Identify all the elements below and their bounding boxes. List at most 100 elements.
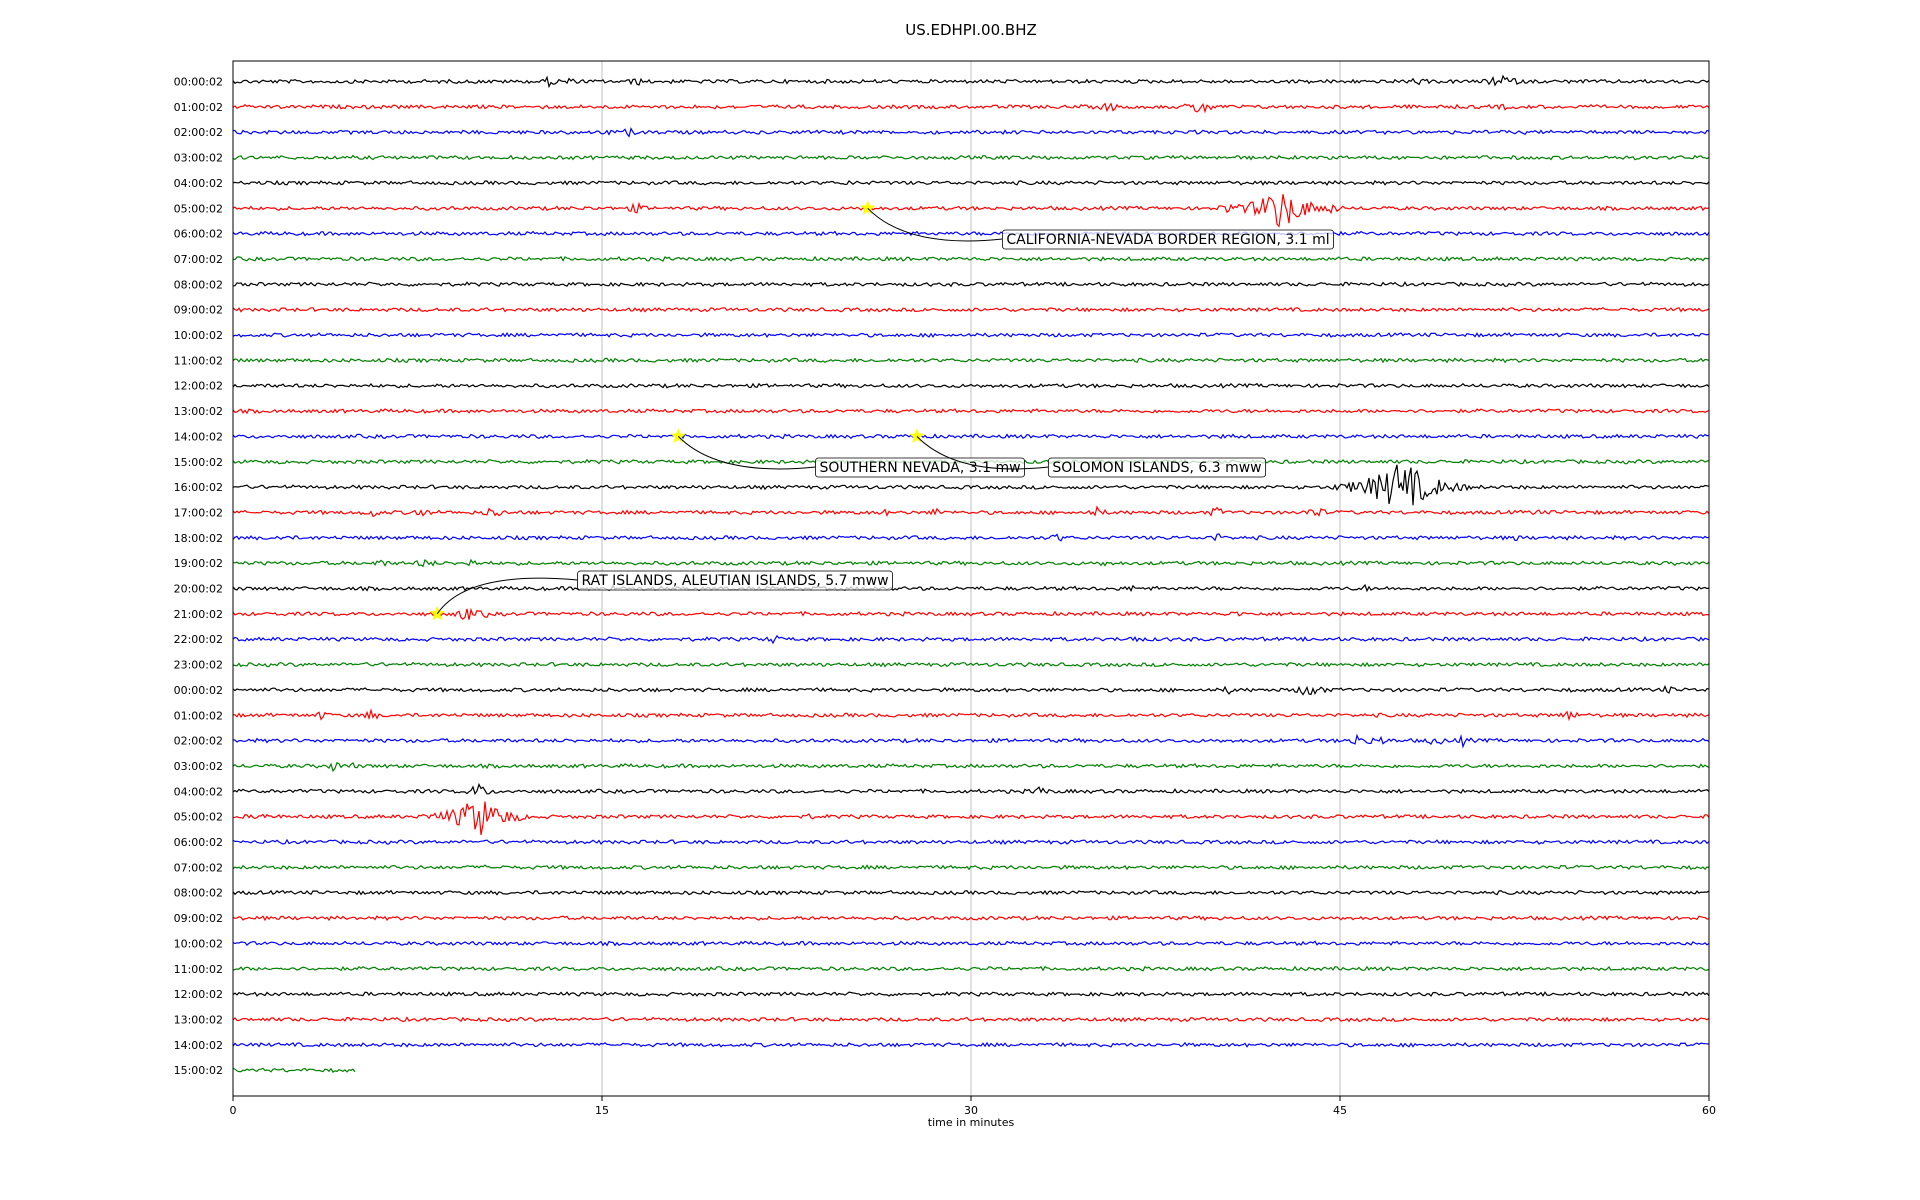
- trace-row: [232, 102, 1710, 114]
- hour-label: 04:00:02: [174, 177, 223, 190]
- event-star-marker: [859, 200, 876, 215]
- trace-row: [232, 331, 1710, 339]
- trace-row: [232, 661, 1710, 668]
- event-annotation: CALIFORNIA-NEVADA BORDER REGION, 3.1 ml: [1001, 229, 1335, 250]
- trace-row: [232, 991, 1710, 998]
- x-axis-label: time in minutes: [928, 1116, 1015, 1129]
- trace-row: [232, 382, 1710, 389]
- event-connector: [436, 577, 578, 615]
- event-connector: [916, 436, 1049, 470]
- hour-label: 05:00:02: [174, 811, 223, 824]
- hour-label: 16:00:02: [174, 481, 223, 494]
- hour-label: 08:00:02: [174, 278, 223, 291]
- trace-row: [232, 558, 1710, 568]
- event-label-box: [815, 457, 1025, 478]
- trace-row: [232, 179, 1710, 186]
- trace-row: [232, 255, 1710, 262]
- hour-label: 03:00:02: [174, 760, 223, 773]
- hour-label: 01:00:02: [174, 709, 223, 722]
- event-label: CALIFORNIA-NEVADA BORDER REGION, 3.1 ml: [1006, 232, 1329, 248]
- hour-label: 01:00:02: [174, 101, 223, 114]
- trace-row: [232, 74, 1710, 89]
- trace-row: [232, 281, 1710, 288]
- hour-label: 04:00:02: [174, 785, 223, 798]
- x-tick-label: 45: [1333, 1104, 1347, 1117]
- trace-row: [232, 864, 1710, 871]
- hour-label: 20:00:02: [174, 583, 223, 596]
- trace-row: [232, 1041, 1710, 1048]
- event-annotations: CALIFORNIA-NEVADA BORDER REGION, 3.1 ml S…: [436, 207, 1335, 615]
- trace-row: [232, 306, 1710, 313]
- hour-label: 02:00:02: [174, 126, 223, 139]
- trace-row: [232, 889, 1710, 896]
- hour-label: 02:00:02: [174, 735, 223, 748]
- event-label: SOLOMON ISLANDS, 6.3 mww: [1052, 460, 1261, 476]
- trace-row: [232, 1016, 1710, 1023]
- hour-label: 06:00:02: [174, 836, 223, 849]
- trace-row: [232, 583, 1710, 593]
- trace-row: [232, 782, 1710, 796]
- trace-row: [232, 940, 1710, 947]
- hour-label: 15:00:02: [174, 1064, 223, 1077]
- event-annotation: RAT ISLANDS, ALEUTIAN ISLANDS, 5.7 mww: [577, 570, 893, 591]
- x-axis: 0 15 30 45 60: [230, 1096, 1716, 1117]
- trace-row: [232, 733, 1710, 749]
- hour-label: 00:00:02: [174, 684, 223, 697]
- event-annotation: SOLOMON ISLANDS, 6.3 mww: [1047, 457, 1267, 478]
- trace-row: [232, 230, 1710, 237]
- hour-label: 14:00:02: [174, 430, 223, 443]
- hour-label: 03:00:02: [174, 152, 223, 165]
- trace-row: [232, 127, 1710, 138]
- trace-row: [232, 838, 1710, 846]
- hour-label: 15:00:02: [174, 456, 223, 469]
- trace-row: [232, 708, 1710, 722]
- trace-row: [232, 761, 1710, 773]
- hour-label: 07:00:02: [174, 253, 223, 266]
- event-annotation: SOUTHERN NEVADA, 3.1 mw: [815, 457, 1025, 478]
- hour-label: 19:00:02: [174, 557, 223, 570]
- trace-row: [232, 533, 1710, 542]
- hour-label: 07:00:02: [174, 861, 223, 874]
- trace-row: [232, 194, 1710, 228]
- hour-label: 10:00:02: [174, 329, 223, 342]
- event-label-box: [577, 570, 893, 591]
- hour-label: 17:00:02: [174, 506, 223, 519]
- trace-row: [232, 357, 1710, 364]
- chart-title: US.EDHPI.00.BHZ: [905, 21, 1037, 39]
- x-tick-label: 15: [595, 1104, 609, 1117]
- trace-row: [232, 433, 1710, 440]
- trace-row: [232, 505, 1710, 518]
- hour-label: 23:00:02: [174, 659, 223, 672]
- event-label-box: [1047, 457, 1267, 478]
- hour-label: 18:00:02: [174, 532, 223, 545]
- hour-label: 10:00:02: [174, 937, 223, 950]
- event-connector: [867, 207, 1003, 242]
- hour-label: 13:00:02: [174, 1013, 223, 1026]
- hour-label: 12:00:02: [174, 380, 223, 393]
- hour-label: 13:00:02: [174, 405, 223, 418]
- trace-row: [232, 1067, 356, 1073]
- hour-label: 12:00:02: [174, 988, 223, 1001]
- event-star-marker: [670, 428, 687, 444]
- trace-row: [232, 607, 1710, 620]
- hour-labels: 00:00:02 01:00:02 02:00:02 03:00:02 04:00:02…: [174, 76, 223, 1078]
- trace-row: [232, 154, 1710, 161]
- hour-label: 09:00:02: [174, 912, 223, 925]
- trace-row: [232, 684, 1710, 696]
- trace-row: [232, 801, 1710, 836]
- trace-row: [232, 965, 1710, 972]
- hour-label: 22:00:02: [174, 633, 223, 646]
- hour-label: 09:00:02: [174, 304, 223, 317]
- hour-label: 08:00:02: [174, 887, 223, 900]
- event-connector: [677, 436, 816, 470]
- trace-row: [232, 408, 1710, 415]
- hour-label: 11:00:02: [174, 963, 223, 976]
- x-tick-label: 30: [964, 1104, 978, 1117]
- trace-group: [232, 74, 1710, 1073]
- hour-label: 06:00:02: [174, 228, 223, 241]
- x-tick-label: 60: [1702, 1104, 1716, 1117]
- x-tick-label: 0: [230, 1104, 237, 1117]
- trace-row: [232, 634, 1710, 645]
- event-label: RAT ISLANDS, ALEUTIAN ISLANDS, 5.7 mww: [581, 573, 888, 589]
